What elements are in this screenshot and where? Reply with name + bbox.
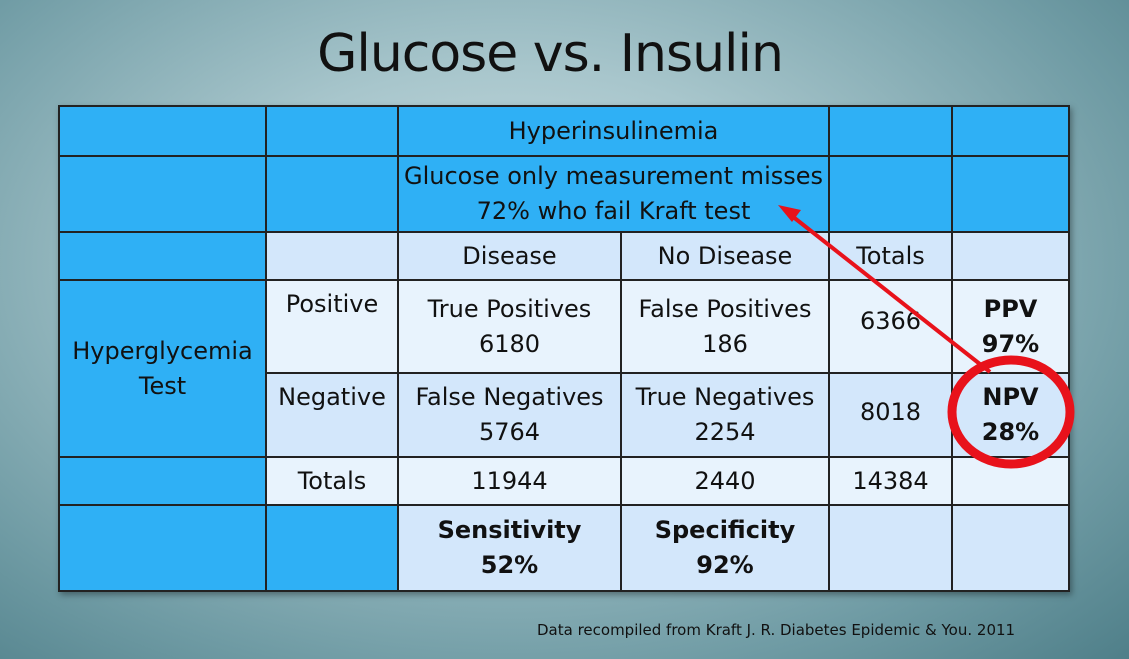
column-header-no-disease: No Disease	[620, 231, 830, 281]
ppv-label: PPV	[983, 294, 1038, 323]
negative-total: 8018	[828, 372, 953, 458]
true-negatives-label: True Negatives	[635, 383, 815, 412]
true-positives-label: True Positives	[427, 294, 592, 323]
table-row: Sensitivity 52% Specificity 92%	[58, 504, 1070, 592]
false-positives-label: False Positives	[638, 294, 812, 323]
empty-cell	[265, 231, 399, 281]
contingency-table: Hyperinsulinemia Glucose only measuremen…	[58, 105, 1070, 592]
positive-total: 6366	[828, 279, 953, 374]
empty-cell	[58, 231, 267, 281]
page-title: Glucose vs. Insulin	[317, 24, 784, 84]
true-negatives-cell: True Negatives 2254	[620, 372, 830, 458]
negative-total-value: 8018	[859, 397, 922, 426]
empty-cell	[828, 155, 953, 233]
sensitivity-cell: Sensitivity 52%	[397, 504, 622, 592]
npv-cell: NPV 28%	[951, 372, 1070, 458]
npv-label: NPV	[982, 383, 1039, 412]
empty-cell	[951, 155, 1070, 233]
empty-cell	[951, 504, 1070, 592]
table-row: Hyperglycemia Test Positive True Positiv…	[58, 279, 1070, 458]
no-disease-total: 2440	[620, 456, 830, 506]
table-row: Glucose only measurement misses 72% who …	[58, 155, 1070, 233]
empty-cell	[951, 231, 1070, 281]
npv-value: 28%	[981, 418, 1040, 446]
empty-cell	[828, 105, 953, 157]
sensitivity-label: Sensitivity	[437, 516, 582, 545]
grand-total: 14384	[828, 456, 953, 506]
true-positives-value: 6180	[478, 329, 541, 358]
empty-cell	[951, 105, 1070, 157]
annotation-note-line1: Glucose only measurement misses	[403, 162, 824, 191]
positive-total-value: 6366	[859, 307, 922, 336]
row-group-label-line2: Test	[138, 371, 187, 400]
row-group-label: Hyperglycemia Test	[58, 279, 267, 458]
row-label-positive: Positive	[265, 279, 399, 374]
false-positives-value: 186	[702, 329, 748, 358]
source-citation: Data recompiled from Kraft J. R. Diabete…	[537, 621, 1016, 639]
empty-cell	[58, 456, 267, 506]
empty-cell	[58, 105, 267, 157]
disease-total: 11944	[397, 456, 622, 506]
true-positives-cell: True Positives 6180	[397, 279, 622, 374]
false-negatives-label: False Negatives	[415, 383, 604, 412]
annotation-note: Glucose only measurement misses 72% who …	[397, 155, 830, 233]
specificity-cell: Specificity 92%	[620, 504, 830, 592]
ppv-value: 97%	[981, 329, 1040, 358]
empty-cell	[265, 504, 399, 592]
empty-cell	[265, 105, 399, 157]
table-row: Negative False Negatives 5764 True Negat…	[59, 372, 1070, 458]
empty-cell	[951, 456, 1070, 506]
empty-cell	[265, 155, 399, 233]
hyperinsulinemia-header: Hyperinsulinemia	[397, 105, 830, 157]
false-negatives-value: 5764	[478, 418, 541, 446]
column-header-totals: Totals	[828, 231, 953, 281]
specificity-value: 92%	[696, 551, 754, 579]
annotation-note-line2: 72% who fail Kraft test	[476, 197, 751, 225]
sensitivity-value: 52%	[480, 551, 539, 579]
specificity-label: Specificity	[654, 516, 796, 545]
row-label-totals: Totals	[265, 456, 399, 506]
column-header-disease: Disease	[397, 231, 622, 281]
row-group-label-line1: Hyperglycemia	[72, 336, 253, 365]
table-row: Hyperinsulinemia	[58, 105, 1070, 157]
false-negatives-cell: False Negatives 5764	[397, 372, 622, 458]
false-positives-cell: False Positives 186	[620, 279, 830, 374]
empty-cell	[58, 155, 267, 233]
table-row: Disease No Disease Totals	[58, 231, 1070, 281]
row-label-negative: Negative	[265, 372, 399, 458]
table-row: Totals 11944 2440 14384	[58, 456, 1070, 506]
empty-cell	[828, 504, 953, 592]
ppv-cell: PPV 97%	[951, 279, 1070, 374]
true-negatives-value: 2254	[694, 418, 756, 446]
empty-cell	[58, 504, 267, 592]
